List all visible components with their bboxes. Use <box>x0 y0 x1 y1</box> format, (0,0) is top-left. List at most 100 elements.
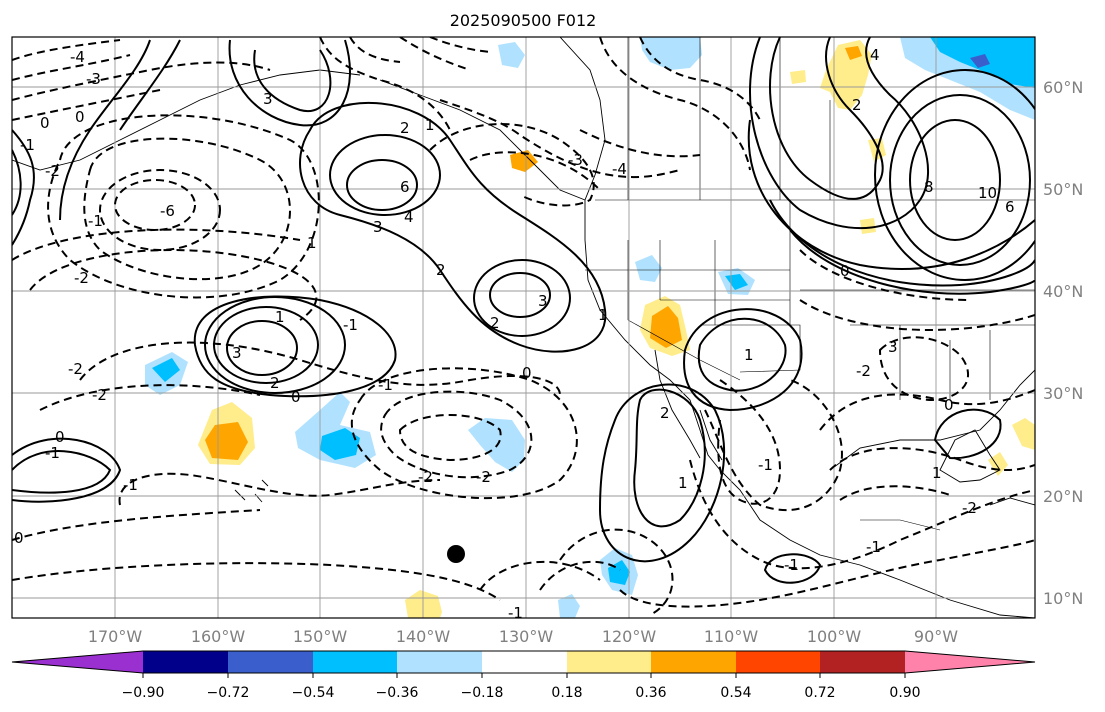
shade-pos-mid-hi <box>205 422 248 460</box>
shade-neg-weak-s2 <box>558 594 580 618</box>
lon-label: 90°W <box>914 627 958 646</box>
colorbar-extend-min <box>12 651 143 673</box>
colorbar-bin <box>397 651 483 673</box>
contour-label: 1 <box>678 474 688 492</box>
contour-label: -3 <box>568 151 583 169</box>
contour-label: -2 <box>476 468 491 486</box>
map-panel: -4 -3 0 0 -1 -2 -6 3 2 1 4 6 3 2 1 2 3 1… <box>11 36 1083 646</box>
shade-pos-weak-n1 <box>820 40 872 110</box>
contour-label: -6 <box>160 202 175 220</box>
lon-label: 120°W <box>602 627 657 646</box>
contour-label: 1 <box>275 308 285 326</box>
shade-pos-mid-n1 <box>845 46 862 60</box>
positive-contours <box>12 37 1035 584</box>
lon-label: 100°W <box>807 627 862 646</box>
contour-label: 0 <box>840 262 850 280</box>
lon-label: 110°W <box>704 627 759 646</box>
political-borders <box>585 37 1035 531</box>
colorbar-tick-label: −0.72 <box>207 685 250 701</box>
contour-label: -2 <box>68 360 83 378</box>
shade-neg-strong-c1 <box>320 428 360 460</box>
lon-label: 170°W <box>88 627 143 646</box>
lat-label: 40°N <box>1043 282 1083 301</box>
lat-label: 30°N <box>1043 384 1083 403</box>
contour-label: 1 <box>598 306 608 324</box>
shade-pos-weak-gulf <box>1012 418 1035 450</box>
colorbar-tick-label: −0.18 <box>461 685 504 701</box>
contour-label: -1 <box>343 316 358 334</box>
shade-neg-weak-ak <box>498 42 525 68</box>
contour-label: 4 <box>404 208 414 226</box>
contour-label: 3 <box>888 338 898 356</box>
contour-label: -4 <box>612 160 627 178</box>
figure-title: 2025090500 F012 <box>450 11 597 30</box>
lat-label: 10°N <box>1043 589 1083 608</box>
contour-label: 6 <box>1005 198 1015 216</box>
shade-pos-weak-n3 <box>860 218 876 234</box>
contour-label: 2 <box>400 119 410 137</box>
shade-pos-weak-n4 <box>790 70 806 84</box>
colorbar-tick-label: 0.54 <box>720 685 751 701</box>
colorbar-bin <box>736 651 822 673</box>
contour-label: -1 <box>20 136 35 154</box>
contour-label: 3 <box>538 292 548 310</box>
colorbar-bin <box>567 651 653 673</box>
contour-label: 0 <box>75 108 85 126</box>
contour-label: 0 <box>40 114 50 132</box>
colorbar-tick-label: −0.90 <box>122 685 165 701</box>
contour-label: 1 <box>932 464 942 482</box>
colorbar-tick-label: 0.72 <box>804 685 835 701</box>
lat-label: 50°N <box>1043 180 1083 199</box>
contour-label: 2 <box>660 404 670 422</box>
contour-label: 8 <box>924 178 934 196</box>
lat-label: 20°N <box>1043 487 1083 506</box>
contour-label: 3 <box>373 218 383 236</box>
contour-label: 1 <box>307 234 317 252</box>
contour-label: 6 <box>400 178 410 196</box>
contour-label: 10 <box>978 184 997 202</box>
colorbar-tick-label: 0.36 <box>635 685 666 701</box>
contour-label: -4 <box>70 48 85 66</box>
shade-neg-weak-north <box>640 37 702 70</box>
contour-label: 0 <box>291 388 301 406</box>
longitude-labels: 170°W 160°W 150°W 140°W 130°W 120°W 110°… <box>88 627 958 646</box>
contour-label: 3 <box>263 90 273 108</box>
shade-pos-mid-az <box>650 306 682 348</box>
colorbar-bin <box>482 651 568 673</box>
contour-label: -1 <box>508 604 523 622</box>
contour-label: -1 <box>758 456 773 474</box>
lon-label: 150°W <box>293 627 348 646</box>
colorbar-tick-label: −0.36 <box>376 685 419 701</box>
negative-contours <box>12 37 1035 616</box>
contour-label: 3 <box>232 344 242 362</box>
contour-label: -1 <box>866 538 881 556</box>
colorbar-bin <box>651 651 737 673</box>
colorbar-extend-max <box>905 651 1035 673</box>
shade-neg-weak-nv <box>635 255 662 282</box>
shade-neg-core-ne <box>970 54 990 68</box>
contour-label: -1 <box>784 556 799 574</box>
graticule <box>12 37 1035 618</box>
contour-label: -2 <box>856 362 871 380</box>
anomaly-shading <box>145 37 1035 618</box>
contour-label: 0 <box>944 396 954 414</box>
contour-label: 4 <box>870 46 880 64</box>
colorbar-bin <box>820 651 906 673</box>
contour-label: 2 <box>270 374 280 392</box>
shade-neg-strong-w1 <box>152 358 180 382</box>
colorbar-bin <box>143 651 229 673</box>
lat-label: 60°N <box>1043 78 1083 97</box>
contour-label: -2 <box>74 269 89 287</box>
colorbar-tick-label: 0.90 <box>889 685 920 701</box>
contour-label: 0 <box>55 428 65 446</box>
storm-center-marker <box>447 545 465 563</box>
contour-label: -1 <box>88 212 103 230</box>
shade-pos-bc <box>510 150 538 172</box>
contour-label: 0 <box>14 529 24 547</box>
coastlines <box>12 37 1035 618</box>
contour-label: -1 <box>45 444 60 462</box>
contour-label: 2 <box>436 261 446 279</box>
contour-label: -2 <box>92 386 107 404</box>
contour-label: -1 <box>123 476 138 494</box>
